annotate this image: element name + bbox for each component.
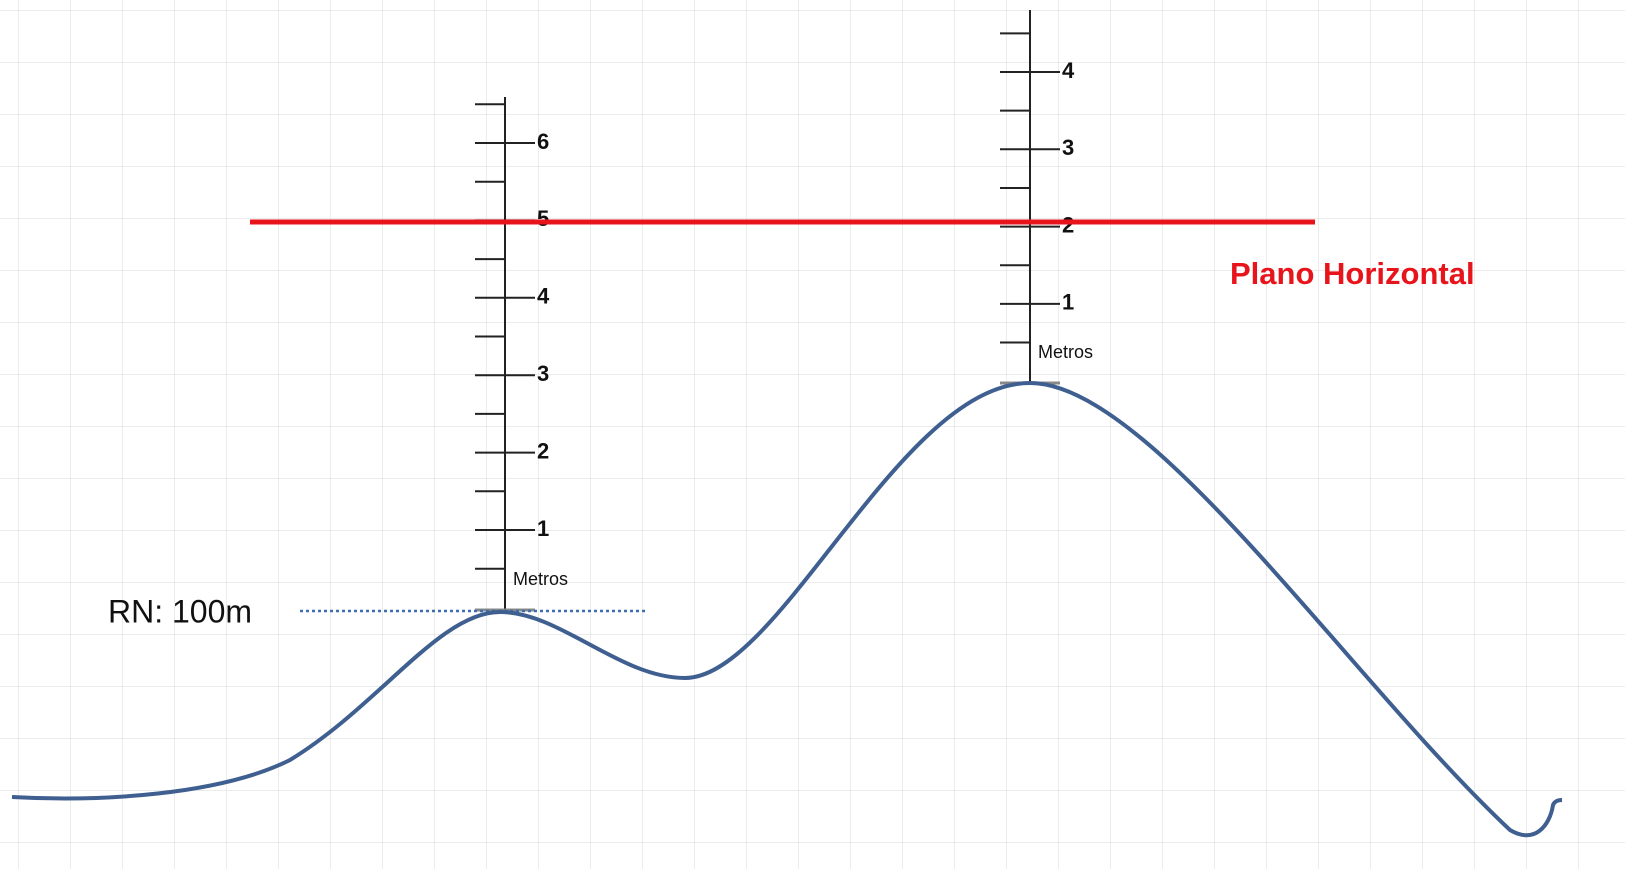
reference-label: RN: 100m (108, 593, 252, 629)
tick-label: 1 (1062, 290, 1074, 315)
plane-label: Plano Horizontal (1230, 256, 1475, 291)
leveling-rod-left: 6 5 4 3 2 1 Metros (475, 97, 568, 612)
tick-label: 4 (537, 284, 550, 309)
unit-label: Metros (513, 569, 568, 589)
tick-label: 4 (1062, 58, 1075, 83)
tick-label: 1 (537, 516, 549, 541)
tick-label: 3 (537, 361, 549, 386)
tick-label: 3 (1062, 135, 1074, 160)
unit-label: Metros (1038, 342, 1093, 362)
tick-label: 2 (537, 438, 549, 463)
tick-label: 6 (537, 129, 549, 154)
tick-label: 2 (1062, 212, 1074, 237)
tick-label: 5 (537, 206, 549, 231)
terrain-profile (11, 380, 1563, 838)
leveling-rod-right: 4 3 2 1 Metros (1000, 10, 1093, 385)
